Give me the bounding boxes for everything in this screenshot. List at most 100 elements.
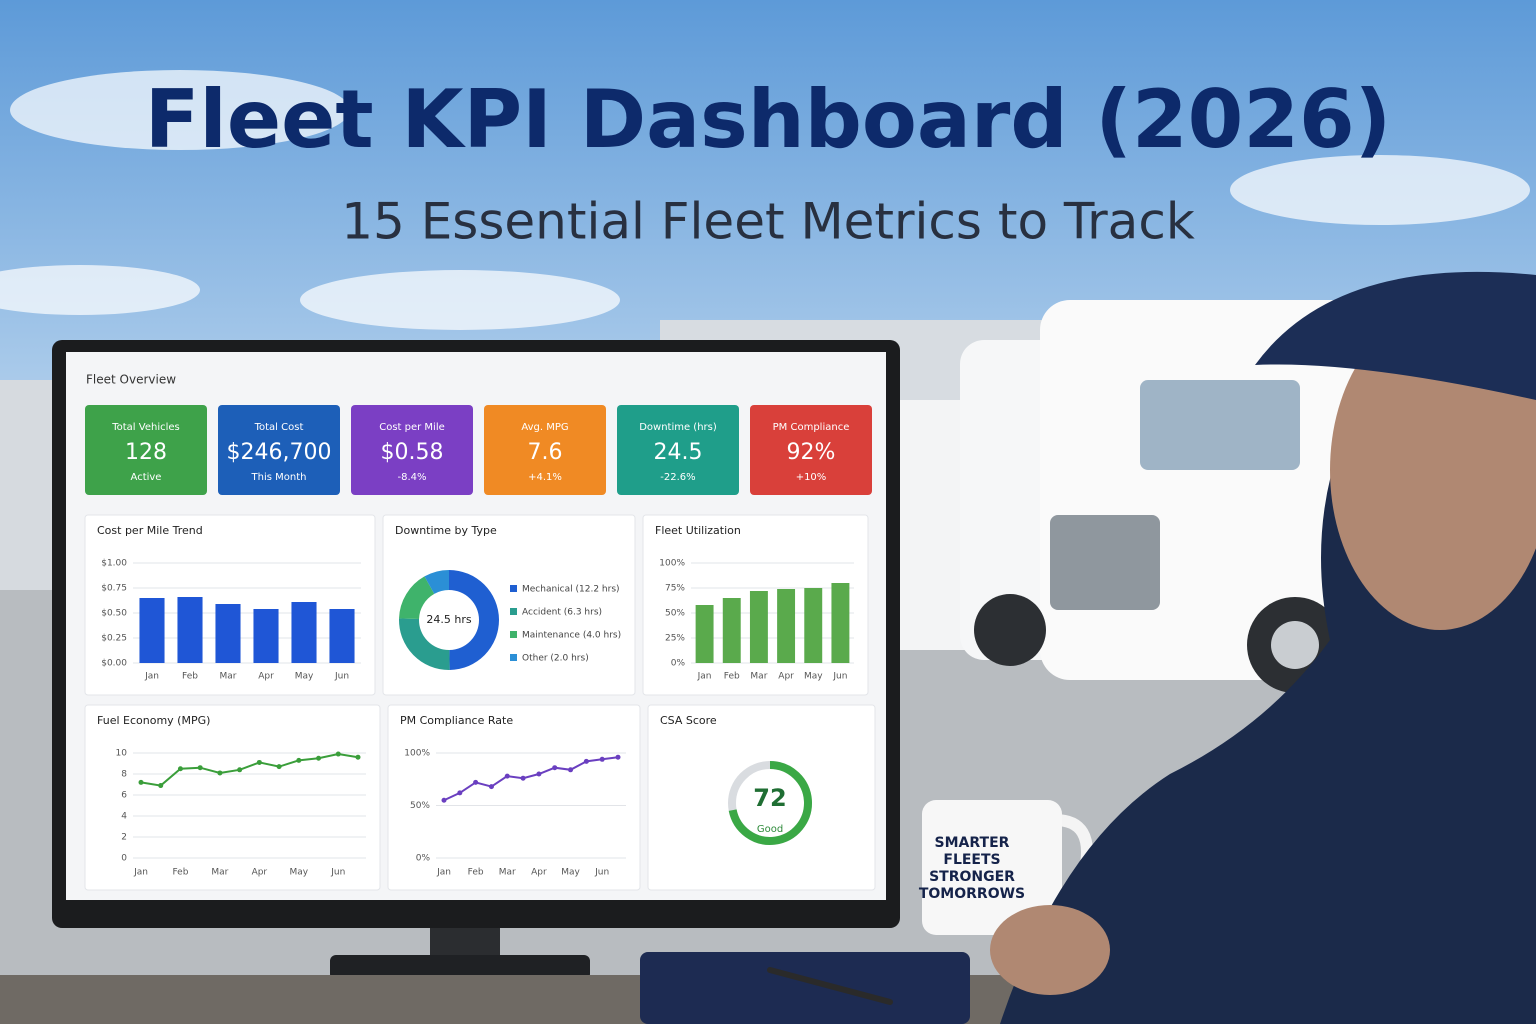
donut-slice — [399, 618, 450, 670]
y-tick-label: 0 — [121, 854, 127, 864]
x-tick-label: Mar — [499, 868, 516, 878]
y-tick-label: 50% — [410, 801, 430, 811]
y-tick-label: 100% — [659, 559, 685, 569]
x-tick-label: Jun — [594, 868, 609, 878]
person — [990, 271, 1536, 1024]
kpi-label: PM Compliance — [773, 422, 850, 433]
point — [197, 765, 203, 771]
donut-center: 24.5 hrs — [426, 613, 471, 626]
x-tick-label: Jan — [697, 672, 712, 682]
point — [276, 764, 282, 770]
point — [158, 783, 164, 789]
bar — [804, 588, 823, 663]
x-tick-label: Feb — [182, 672, 198, 682]
y-tick-label: 2 — [121, 833, 127, 843]
kpi-card — [218, 405, 340, 495]
bar — [722, 598, 741, 663]
chart-panel — [387, 704, 641, 891]
point — [520, 775, 526, 781]
donut-slice — [399, 576, 435, 620]
legend-label: Accident (6.3 hrs) — [522, 608, 602, 618]
x-tick-label: Jan — [436, 868, 451, 878]
x-tick-label: Mar — [211, 868, 228, 878]
chart-title: PM Compliance Rate — [400, 714, 513, 727]
gauge-value: 72 — [753, 784, 786, 812]
kpi-note: This Month — [251, 472, 307, 483]
x-tick-label: Apr — [531, 868, 547, 878]
legend-swatch — [510, 585, 517, 592]
point — [583, 758, 589, 764]
kpi-label: Cost per Mile — [379, 422, 445, 433]
bar — [215, 604, 241, 663]
legend-swatch — [510, 631, 517, 638]
bar — [291, 602, 317, 663]
x-tick-label: Mar — [750, 672, 767, 682]
y-tick-label: 75% — [665, 584, 685, 594]
page-title: Fleet KPI Dashboard (2026) — [145, 73, 1391, 166]
point — [316, 755, 322, 761]
notebook — [640, 952, 970, 1024]
x-tick-label: Apr — [258, 672, 274, 682]
point — [504, 773, 510, 779]
line — [443, 756, 619, 802]
y-tick-label: 100% — [404, 749, 430, 759]
point — [488, 784, 494, 790]
kpi-label: Avg. MPG — [521, 422, 568, 433]
kpi-card — [617, 405, 739, 495]
point — [217, 770, 223, 776]
kpi-card — [750, 405, 872, 495]
kpi-card — [484, 405, 606, 495]
dashboard-title: Fleet Overview — [86, 373, 176, 387]
point — [138, 779, 144, 785]
x-tick-label: Jun — [832, 672, 847, 682]
x-tick-label: Feb — [724, 672, 740, 682]
y-tick-label: 6 — [121, 791, 127, 801]
donut-slice — [449, 570, 500, 670]
kpi-card — [85, 405, 207, 495]
legend-label: Other (2.0 hrs) — [522, 654, 589, 664]
mug-text: FLEETS — [943, 852, 1000, 868]
chart-title: Fuel Economy (MPG) — [97, 714, 210, 727]
kpi-note: -8.4% — [397, 472, 426, 483]
kpi-note: +10% — [796, 472, 827, 483]
clouds — [0, 70, 1530, 330]
chart-title: Downtime by Type — [395, 524, 497, 537]
kpi-note: +4.1% — [528, 472, 562, 483]
kpi-label: Downtime (hrs) — [639, 422, 717, 433]
y-tick-label: 4 — [121, 812, 127, 822]
bar — [749, 591, 768, 663]
bar — [695, 605, 714, 663]
x-tick-label: Jun — [334, 672, 349, 682]
mug-text: SMARTER — [935, 835, 1010, 851]
point — [177, 766, 183, 772]
kpi-label: Total Cost — [254, 422, 304, 433]
gauge-rating: Good — [757, 824, 783, 835]
donut-slice — [424, 570, 449, 594]
point — [296, 757, 302, 763]
y-tick-label: $0.00 — [101, 659, 127, 669]
y-tick-label: 50% — [665, 609, 685, 619]
point — [552, 765, 558, 771]
y-tick-label: $0.50 — [101, 609, 127, 619]
point — [473, 779, 479, 785]
chart-panel — [647, 704, 876, 891]
y-tick-label: 10 — [116, 749, 128, 759]
x-tick-label: Apr — [778, 672, 794, 682]
line — [140, 753, 359, 787]
kpi-label: Total Vehicles — [111, 422, 180, 433]
y-tick-label: $0.25 — [101, 634, 127, 644]
chart-title: Cost per Mile Trend — [97, 524, 203, 537]
legend-label: Maintenance (4.0 hrs) — [522, 631, 621, 641]
kpi-value: 128 — [125, 440, 167, 465]
bar — [253, 609, 279, 663]
kpi-value: $246,700 — [227, 440, 332, 465]
chart-panel — [84, 704, 381, 891]
kpi-card — [351, 405, 473, 495]
legend-label: Mechanical (12.2 hrs) — [522, 585, 620, 595]
y-tick-label: $1.00 — [101, 559, 127, 569]
y-tick-label: 25% — [665, 634, 685, 644]
gauge-arc — [728, 761, 812, 845]
y-tick-label: 8 — [121, 770, 127, 780]
mug-text: TOMORROWS — [919, 886, 1025, 902]
